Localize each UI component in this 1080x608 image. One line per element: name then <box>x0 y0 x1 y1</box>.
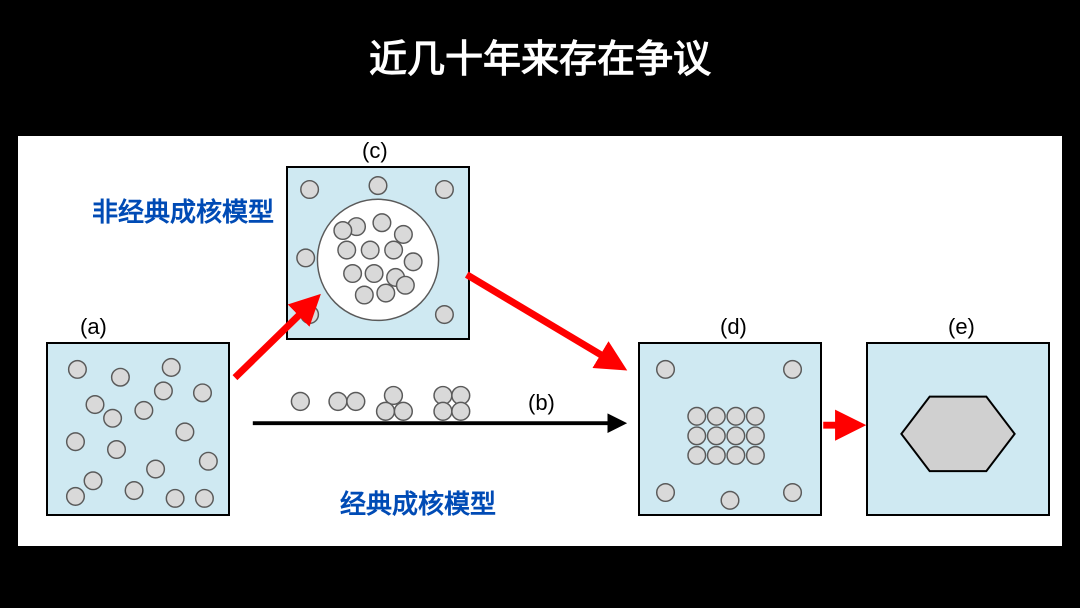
panel-e <box>866 342 1050 516</box>
label-c: (c) <box>362 138 388 164</box>
slide-title: 近几十年来存在争议 <box>0 28 1080 83</box>
label-e: (e) <box>948 314 975 340</box>
label-a: (a) <box>80 314 107 340</box>
panel-e-svg <box>868 344 1048 514</box>
lower-path-label: 经典成核模型 <box>340 484 496 521</box>
slide-root: 近几十年来存在争议 非经典成核模型 经典成核模型 (a) (c) (b) (d) <box>0 0 1080 608</box>
panel-c-svg <box>288 168 468 338</box>
label-b: (b) <box>528 390 555 416</box>
panel-a-svg <box>48 344 228 514</box>
figure-inner: 非经典成核模型 经典成核模型 (a) (c) (b) (d) (e) <box>18 136 1062 546</box>
figure-panel: 非经典成核模型 经典成核模型 (a) (c) (b) (d) (e) <box>16 134 1064 548</box>
panel-d <box>638 342 822 516</box>
panel-c <box>286 166 470 340</box>
upper-path-label: 非经典成核模型 <box>92 192 274 229</box>
panel-a <box>46 342 230 516</box>
label-d: (d) <box>720 314 747 340</box>
panel-d-svg <box>640 344 820 514</box>
